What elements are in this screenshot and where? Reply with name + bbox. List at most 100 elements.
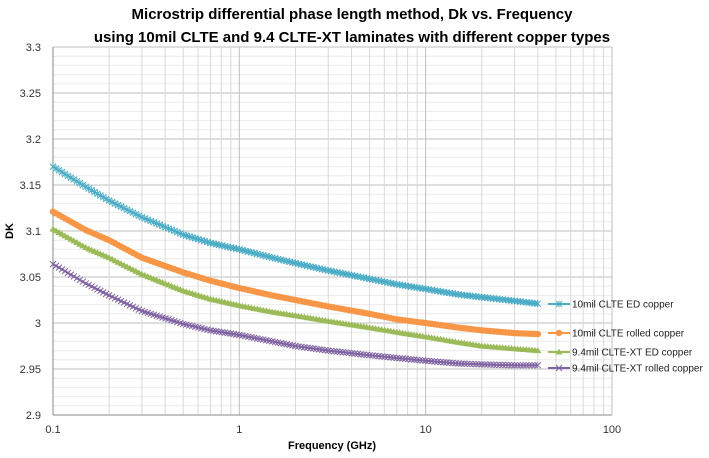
data-point-marker bbox=[528, 361, 536, 369]
data-point-marker bbox=[437, 358, 444, 366]
data-point-marker bbox=[481, 361, 489, 368]
y-tick-label: 3.15 bbox=[20, 180, 41, 192]
data-point-marker bbox=[522, 361, 530, 369]
data-point-marker bbox=[466, 360, 474, 368]
data-point-marker bbox=[363, 351, 370, 359]
chart-title: Microstrip differential phase length met… bbox=[132, 6, 574, 23]
data-point-marker bbox=[67, 271, 75, 279]
data-point-marker bbox=[514, 361, 521, 369]
data-point-marker bbox=[49, 260, 57, 268]
data-point-marker bbox=[460, 360, 468, 368]
data-point-marker bbox=[73, 274, 81, 282]
data-point-marker bbox=[393, 354, 401, 362]
data-point-marker bbox=[534, 361, 542, 369]
data-point-marker bbox=[517, 361, 524, 369]
data-point-marker bbox=[64, 269, 72, 277]
data-point-marker bbox=[360, 351, 368, 358]
data-point-marker bbox=[351, 350, 359, 357]
data-point-marker bbox=[434, 358, 441, 366]
x-axis-label: Frequency (GHz) bbox=[288, 440, 376, 452]
legend-item: 10mil CLTE rolled copper bbox=[548, 329, 685, 340]
data-point-marker bbox=[484, 361, 492, 368]
data-point-marker bbox=[357, 350, 365, 358]
data-point-marker bbox=[61, 267, 69, 275]
data-point-marker bbox=[525, 361, 533, 369]
series-3 bbox=[49, 260, 542, 369]
x-tick-label: 1 bbox=[236, 424, 242, 436]
data-point-marker bbox=[399, 355, 406, 362]
data-point-marker bbox=[511, 361, 518, 369]
data-point-marker bbox=[73, 177, 81, 185]
legend-marker-icon bbox=[555, 329, 563, 337]
legend-label: 10mil CLTE rolled copper bbox=[572, 329, 685, 340]
data-point-marker bbox=[64, 172, 72, 180]
series-0 bbox=[49, 163, 542, 308]
gridlines bbox=[52, 46, 613, 416]
data-point-marker bbox=[55, 166, 63, 174]
legend-marker-icon bbox=[555, 364, 563, 372]
data-point-marker bbox=[443, 359, 450, 366]
data-point-marker bbox=[327, 347, 335, 355]
series-2 bbox=[49, 225, 542, 354]
x-tick-label: 0.1 bbox=[45, 424, 60, 436]
legend: 10mil CLTE ED copper 10mil CLTE rolled co… bbox=[548, 300, 703, 375]
y-tick-label: 3.3 bbox=[26, 42, 41, 54]
data-point-marker bbox=[534, 347, 542, 354]
data-point-marker bbox=[428, 357, 435, 365]
data-point-marker bbox=[446, 359, 453, 367]
data-point-marker bbox=[531, 361, 539, 369]
data-point-marker bbox=[49, 163, 57, 171]
data-point-marker bbox=[449, 359, 456, 367]
y-tick-label: 3.2 bbox=[26, 134, 41, 146]
data-point-marker bbox=[396, 354, 404, 362]
data-point-marker bbox=[416, 356, 424, 364]
data-point-marker bbox=[402, 355, 409, 363]
data-point-marker bbox=[410, 356, 418, 363]
y-axis-ticks: 2.9 2.95 3 3.05 3.1 3.15 3.2 3.25 3.3 bbox=[20, 42, 41, 422]
data-point-marker bbox=[330, 347, 338, 355]
data-point-marker bbox=[499, 361, 506, 369]
data-point-marker bbox=[348, 349, 356, 357]
data-point-marker bbox=[333, 348, 341, 355]
data-point-marker bbox=[413, 356, 421, 364]
data-point-marker bbox=[463, 360, 471, 368]
y-tick-label: 3.05 bbox=[20, 272, 41, 284]
data-point-marker bbox=[52, 262, 60, 270]
data-point-marker bbox=[431, 358, 438, 365]
data-point-marker bbox=[487, 361, 495, 369]
data-point-marker bbox=[469, 360, 477, 368]
series-1 bbox=[49, 208, 542, 338]
data-point-marker bbox=[58, 168, 66, 176]
y-tick-label: 3 bbox=[35, 318, 41, 330]
data-point-marker bbox=[404, 355, 412, 363]
data-point-marker bbox=[519, 361, 527, 369]
chart-subtitle: using 10mil CLTE and 9.4 CLTE-XT laminat… bbox=[94, 29, 610, 46]
legend-item: 9.4mil CLTE-XT rolled copper bbox=[548, 364, 703, 375]
y-tick-label: 3.1 bbox=[26, 226, 41, 238]
data-point-marker bbox=[342, 349, 350, 356]
data-point-marker bbox=[79, 278, 87, 286]
legend-label: 10mil CLTE ED copper bbox=[572, 300, 674, 311]
y-tick-label: 2.95 bbox=[20, 364, 41, 376]
data-point-marker bbox=[55, 264, 63, 271]
data-point-marker bbox=[475, 360, 483, 368]
data-point-marker bbox=[70, 273, 78, 280]
data-point-marker bbox=[478, 361, 486, 368]
data-point-marker bbox=[534, 300, 542, 308]
data-point-marker bbox=[422, 357, 430, 365]
data-point-marker bbox=[493, 361, 501, 369]
data-point-marker bbox=[472, 360, 480, 368]
data-point-marker bbox=[339, 348, 347, 356]
data-point-marker bbox=[502, 361, 509, 369]
data-point-marker bbox=[505, 361, 512, 369]
data-point-marker bbox=[61, 170, 69, 178]
data-point-marker bbox=[345, 349, 353, 357]
legend-label: 9.4mil CLTE-XT ED copper bbox=[572, 348, 693, 359]
legend-marker-icon bbox=[555, 300, 563, 308]
x-axis-ticks: 0.1 1 10 100 bbox=[45, 424, 621, 436]
data-point-marker bbox=[440, 358, 447, 366]
legend-marker-icon bbox=[555, 348, 563, 355]
data-point-marker bbox=[58, 266, 66, 273]
data-point-marker bbox=[458, 360, 465, 367]
